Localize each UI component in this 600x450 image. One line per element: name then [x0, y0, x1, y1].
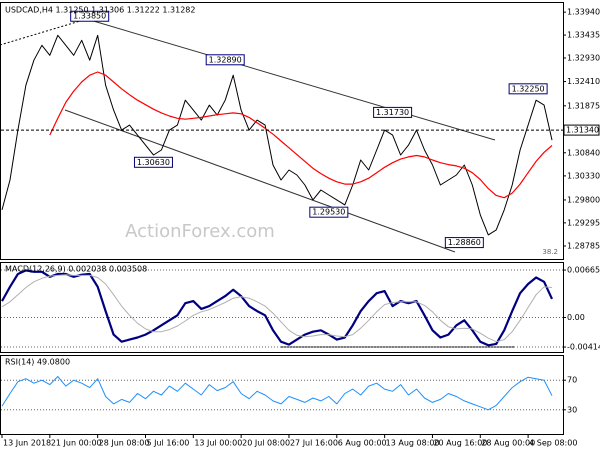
- panel-title: MACD(12,26,9) 0.002038 0.003508: [5, 265, 147, 274]
- x-tick-label: 13 Jun 2018: [3, 439, 51, 448]
- y-tick-label: 1.30840: [567, 148, 600, 157]
- y-tick-label: 1.29295: [567, 218, 600, 227]
- x-tick-label: 28 Aug 00:00: [481, 439, 535, 448]
- fib-label: 38.2: [542, 248, 558, 256]
- price-annotation-box: [444, 237, 484, 249]
- x-tick-label: 13 Jul 00:00: [194, 439, 242, 448]
- y-tick-label: 30: [567, 405, 577, 414]
- level-label: 1.31340: [566, 126, 599, 135]
- x-tick-label: 27 Jul 16:00: [290, 439, 338, 448]
- panel-title: USDCAD,H4 1.31250 1.31306 1.31222 1.3128…: [5, 6, 195, 15]
- price-annotation-box: [309, 206, 349, 218]
- y-tick-label: 1.33435: [567, 31, 600, 40]
- level-label-box: [563, 124, 600, 136]
- y-tick-label: 1.29800: [567, 195, 600, 204]
- x-tick-label: 21 Jun 00:00: [51, 439, 102, 448]
- series-line: [1, 34, 553, 236]
- lower-channel-line: [64, 109, 456, 253]
- y-tick-label: 1.33940: [567, 8, 600, 17]
- upper-channel-line: [89, 19, 496, 141]
- macd-panel-frame: [0, 262, 564, 353]
- y-tick-label: 1.30330: [567, 171, 600, 180]
- series-line: [1, 274, 553, 343]
- series-line: [49, 71, 553, 199]
- y-tick-label: 1.32410: [567, 77, 600, 86]
- rsi-panel-frame: [0, 355, 564, 435]
- price-annotation: 1.33850: [73, 12, 106, 21]
- price-annotation: 1.30630: [137, 158, 170, 167]
- x-tick-label: 5 Jul 16:00: [146, 439, 189, 448]
- y-tick-label: 1.28785: [567, 241, 600, 250]
- x-tick-label: 6 Aug 00:00: [338, 439, 387, 448]
- price-annotation: 1.29530: [312, 208, 345, 217]
- series-line: [1, 376, 553, 411]
- x-tick-label: 13 Aug 08:00: [386, 439, 440, 448]
- price-annotation-box: [508, 83, 548, 95]
- x-tick-label: 28 Jun 08:00: [99, 439, 150, 448]
- watermark: ActionForex.com: [125, 221, 275, 242]
- series-line: [1, 269, 553, 347]
- price-annotation-box: [205, 54, 245, 66]
- price-annotation: 1.32890: [209, 55, 242, 64]
- price-annotation-box: [133, 156, 173, 168]
- price-annotation-box: [70, 10, 110, 22]
- y-tick-label: -0.004145: [567, 343, 600, 352]
- x-tick-label: 4 Sep 08:00: [529, 439, 577, 448]
- y-tick-label: 70: [567, 376, 577, 385]
- x-tick-label: 20 Aug 16:00: [433, 439, 487, 448]
- price-annotation-box: [373, 106, 413, 118]
- y-tick-label: 0.006651: [567, 266, 600, 275]
- price-annotation: 1.32250: [512, 84, 545, 93]
- panel-title: RSI(14) 49.0800: [5, 358, 70, 367]
- price-annotation: 1.28860: [448, 238, 481, 247]
- y-tick-label: 1.31875: [567, 101, 600, 110]
- x-tick-label: 20 Jul 08:00: [242, 439, 290, 448]
- y-tick-label: 0.00: [567, 313, 585, 322]
- y-tick-label: 1.32930: [567, 53, 600, 62]
- price-annotation: 1.31730: [376, 108, 409, 117]
